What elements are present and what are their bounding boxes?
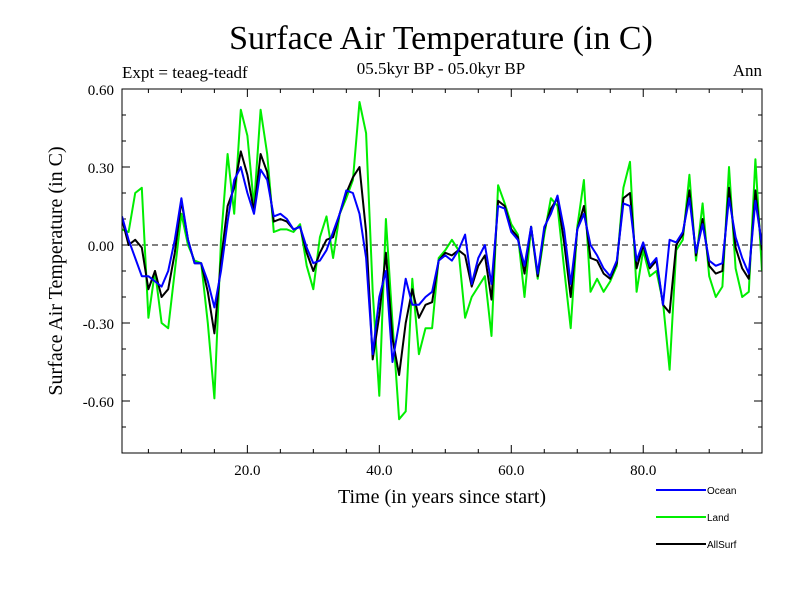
x-tick-labels: 20.0 40.0 60.0 80.0 [234, 463, 656, 479]
legend-label-allsurf: AllSurf [707, 540, 737, 551]
legend: Ocean Land AllSurf [656, 486, 737, 551]
y-tick-label: -0.60 [83, 395, 114, 411]
chart-title: Surface Air Temperature (in C) [229, 20, 653, 57]
series-layer [122, 101, 762, 421]
series-line-land [122, 101, 762, 421]
series-line-allsurf [122, 150, 762, 376]
chart-subtitle: 05.5kyr BP - 05.0kyr BP [357, 59, 525, 78]
x-tick-label: 80.0 [630, 463, 656, 479]
y-tick-label: 0.60 [88, 83, 114, 99]
plot-frame [121, 88, 763, 454]
x-tick-label: 20.0 [234, 463, 260, 479]
y-tick-label: 0.00 [88, 239, 114, 255]
y-tick-label: 0.30 [88, 161, 114, 177]
y-tick-label: -0.30 [83, 317, 114, 333]
legend-label-land: Land [707, 513, 729, 524]
axis-ticks [122, 88, 762, 454]
season-label: Ann [733, 61, 763, 80]
x-tick-label: 60.0 [498, 463, 524, 479]
x-tick-label: 40.0 [366, 463, 392, 479]
legend-label-ocean: Ocean [707, 486, 736, 497]
x-axis-label: Time (in years since start) [338, 486, 546, 508]
experiment-label: Expt = teaeg-teadf [122, 63, 248, 82]
y-axis-label: Surface Air Temperature (in C) [45, 146, 67, 395]
series-line-ocean [122, 166, 762, 363]
y-tick-labels: 0.60 0.30 0.00 -0.30 -0.60 [83, 83, 114, 411]
